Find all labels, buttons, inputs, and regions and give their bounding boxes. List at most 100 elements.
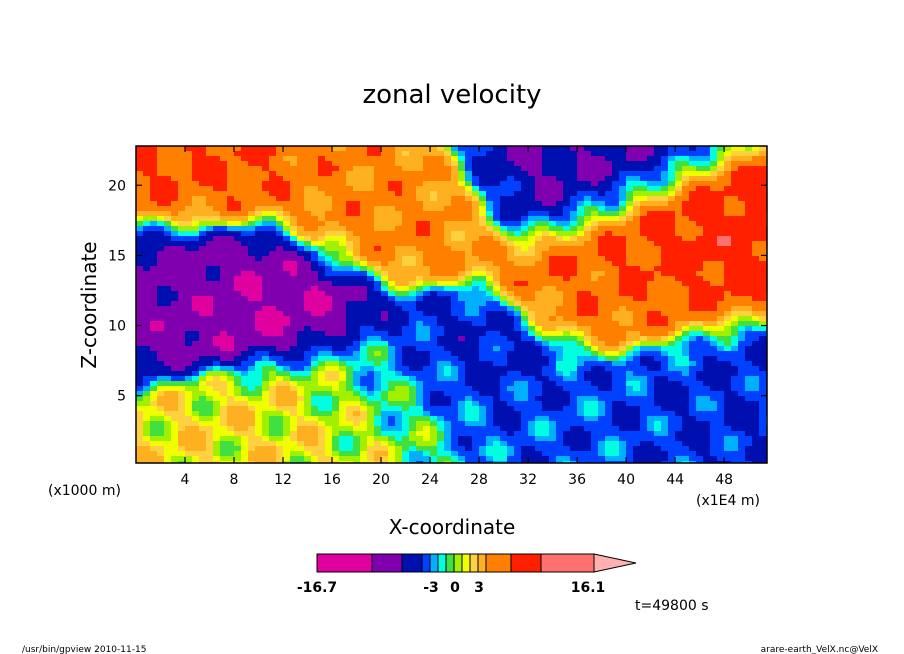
field-cell	[430, 241, 438, 247]
field-cell	[297, 226, 305, 232]
field-cell	[164, 351, 172, 357]
field-cell	[248, 376, 256, 382]
field-cell	[451, 416, 459, 422]
field-cell	[318, 221, 326, 227]
field-cell	[430, 226, 438, 232]
field-cell	[752, 386, 760, 392]
field-cell	[549, 401, 557, 407]
field-cell	[689, 241, 697, 247]
field-cell	[262, 161, 270, 167]
field-cell	[717, 391, 725, 397]
field-cell	[332, 186, 340, 192]
field-cell	[556, 171, 564, 177]
field-cell	[633, 291, 641, 297]
field-cell	[633, 346, 641, 352]
field-cell	[444, 346, 452, 352]
field-cell	[458, 356, 466, 362]
field-cell	[486, 356, 494, 362]
field-cell	[255, 386, 263, 392]
field-cell	[451, 371, 459, 377]
field-cell	[360, 311, 368, 317]
field-cell	[633, 266, 641, 272]
field-cell	[535, 276, 543, 282]
field-cell	[150, 391, 158, 397]
field-cell	[738, 326, 746, 332]
field-cell	[255, 286, 263, 292]
field-cell	[325, 416, 333, 422]
field-cell	[325, 171, 333, 177]
field-cell	[437, 316, 445, 322]
field-cell	[199, 266, 207, 272]
field-cell	[486, 291, 494, 297]
field-cell	[353, 321, 361, 327]
field-cell	[535, 171, 543, 177]
field-cell	[528, 331, 536, 337]
field-cell	[339, 281, 347, 287]
field-cell	[563, 411, 571, 417]
field-cell	[731, 246, 739, 252]
field-cell	[234, 201, 242, 207]
field-cell	[241, 311, 249, 317]
field-cell	[304, 376, 312, 382]
field-cell	[423, 151, 431, 157]
field-cell	[549, 341, 557, 347]
field-cell	[150, 206, 158, 212]
field-cell	[458, 371, 466, 377]
field-cell	[311, 411, 319, 417]
field-cell	[374, 191, 382, 197]
field-cell	[493, 246, 501, 252]
field-cell	[388, 321, 396, 327]
field-cell	[703, 331, 711, 337]
field-cell	[451, 281, 459, 287]
field-cell	[682, 151, 690, 157]
field-cell	[437, 356, 445, 362]
field-cell	[710, 386, 718, 392]
field-cell	[598, 246, 606, 252]
field-cell	[206, 301, 214, 307]
field-cell	[472, 241, 480, 247]
field-cell	[171, 266, 179, 272]
field-cell	[157, 381, 165, 387]
field-cell	[402, 406, 410, 412]
field-cell	[717, 231, 725, 237]
field-cell	[262, 306, 270, 312]
field-cell	[661, 251, 669, 257]
field-cell	[493, 221, 501, 227]
field-cell	[374, 411, 382, 417]
field-cell	[255, 361, 263, 367]
field-cell	[353, 336, 361, 342]
field-cell	[178, 256, 186, 262]
field-cell	[458, 296, 466, 302]
field-cell	[171, 381, 179, 387]
field-cell	[570, 276, 578, 282]
field-cell	[752, 211, 760, 217]
field-cell	[423, 346, 431, 352]
field-cell	[136, 176, 144, 182]
field-cell	[199, 191, 207, 197]
field-cell	[374, 166, 382, 172]
field-cell	[381, 326, 389, 332]
field-cell	[157, 181, 165, 187]
field-cell	[465, 316, 473, 322]
field-cell	[472, 331, 480, 337]
field-cell	[472, 306, 480, 312]
field-cell	[493, 241, 501, 247]
field-cell	[360, 256, 368, 262]
field-cell	[395, 181, 403, 187]
field-cell	[269, 216, 277, 222]
field-cell	[332, 196, 340, 202]
field-cell	[493, 256, 501, 262]
field-cell	[619, 191, 627, 197]
field-cell	[689, 261, 697, 267]
field-cell	[185, 191, 193, 197]
field-cell	[241, 346, 249, 352]
field-cell	[612, 356, 620, 362]
field-cell	[234, 361, 242, 367]
field-cell	[199, 166, 207, 172]
field-cell	[689, 411, 697, 417]
field-cell	[451, 296, 459, 302]
field-cell	[220, 341, 228, 347]
field-cell	[458, 396, 466, 402]
field-cell	[682, 211, 690, 217]
field-cell	[290, 211, 298, 217]
